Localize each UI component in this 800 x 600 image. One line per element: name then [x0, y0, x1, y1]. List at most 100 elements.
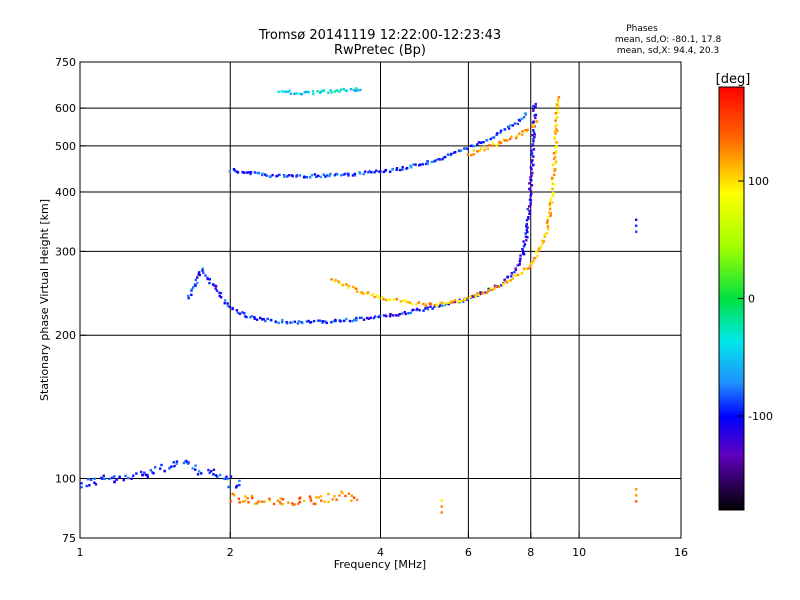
- data-point: [190, 288, 194, 291]
- data-point: [474, 295, 477, 298]
- data-point: [226, 477, 229, 481]
- data-point: [226, 302, 229, 305]
- data-point: [555, 128, 558, 131]
- data-point: [253, 171, 257, 174]
- data-point: [539, 245, 543, 249]
- data-point: [514, 274, 517, 277]
- data-point: [329, 89, 332, 92]
- data-point: [307, 319, 310, 323]
- data-point: [528, 182, 531, 185]
- data-point: [373, 171, 376, 174]
- data-point: [185, 459, 188, 463]
- data-point: [442, 156, 445, 159]
- data-point: [301, 321, 304, 325]
- data-point: [215, 289, 219, 292]
- data-point: [526, 230, 529, 234]
- data-point: [229, 500, 232, 503]
- grid-lines: [80, 62, 681, 538]
- data-point: [479, 147, 482, 151]
- data-point: [291, 502, 294, 505]
- data-point: [504, 280, 508, 283]
- data-point: [376, 294, 379, 297]
- data-point: [553, 137, 557, 141]
- data-point: [526, 235, 529, 239]
- data-point: [238, 312, 242, 315]
- data-point: [457, 149, 461, 152]
- data-point: [243, 312, 246, 315]
- data-point: [316, 90, 319, 93]
- data-point: [196, 276, 199, 279]
- data-point: [245, 171, 249, 174]
- data-point: [521, 252, 525, 255]
- data-point: [309, 499, 313, 502]
- data-point: [554, 160, 558, 163]
- data-point: [197, 271, 201, 274]
- data-point: [452, 300, 455, 304]
- data-point: [483, 145, 486, 149]
- data-point: [509, 124, 512, 127]
- data-point: [351, 285, 355, 289]
- data-point: [247, 171, 251, 174]
- data-point: [499, 131, 502, 134]
- data-point: [422, 309, 425, 312]
- data-point: [525, 228, 528, 232]
- data-point: [495, 133, 498, 136]
- data-point: [478, 149, 481, 153]
- data-point: [395, 166, 399, 170]
- data-point: [352, 496, 356, 499]
- data-point: [317, 174, 320, 178]
- data-point: [522, 115, 526, 119]
- data-point: [305, 320, 309, 323]
- data-point: [553, 136, 556, 139]
- data-point: [526, 207, 529, 211]
- data-point: [550, 178, 554, 182]
- data-point: [487, 289, 490, 292]
- data-point: [296, 322, 300, 325]
- data-point: [370, 293, 373, 297]
- data-point: [482, 140, 485, 144]
- data-point: [219, 296, 223, 299]
- data-point: [634, 488, 638, 491]
- data-point: [103, 477, 106, 481]
- data-point: [532, 123, 536, 127]
- data-point: [430, 160, 433, 164]
- data-point: [231, 492, 234, 496]
- data-point: [375, 169, 378, 172]
- data-point: [281, 318, 284, 322]
- data-point: [461, 300, 465, 303]
- data-point: [479, 141, 483, 144]
- data-point: [289, 92, 293, 96]
- data-point: [149, 469, 153, 472]
- data-point: [398, 168, 402, 172]
- data-point: [429, 302, 433, 306]
- data-point: [266, 317, 269, 321]
- data-point: [493, 287, 496, 290]
- data-point: [491, 142, 495, 145]
- data-point: [524, 128, 527, 132]
- data-point: [225, 475, 228, 478]
- data-point: [634, 218, 638, 221]
- data-point: [275, 175, 278, 178]
- data-point: [194, 278, 198, 282]
- data-point: [479, 291, 482, 294]
- data-point: [485, 291, 489, 295]
- data-point: [532, 140, 535, 143]
- data-point: [350, 499, 353, 502]
- data-point: [431, 307, 434, 310]
- data-point: [298, 92, 301, 96]
- data-point: [330, 91, 333, 94]
- data-point: [382, 297, 385, 301]
- data-point: [440, 499, 443, 502]
- data-point: [513, 274, 516, 277]
- data-point: [441, 158, 444, 161]
- data-point: [535, 250, 538, 254]
- data-point: [144, 473, 148, 477]
- data-point: [319, 90, 323, 93]
- data-point: [406, 300, 409, 304]
- data-point: [347, 174, 350, 177]
- data-point: [466, 147, 469, 151]
- data-point: [529, 189, 532, 193]
- data-point: [470, 144, 473, 147]
- data-point: [305, 176, 309, 179]
- data-points: [80, 87, 638, 514]
